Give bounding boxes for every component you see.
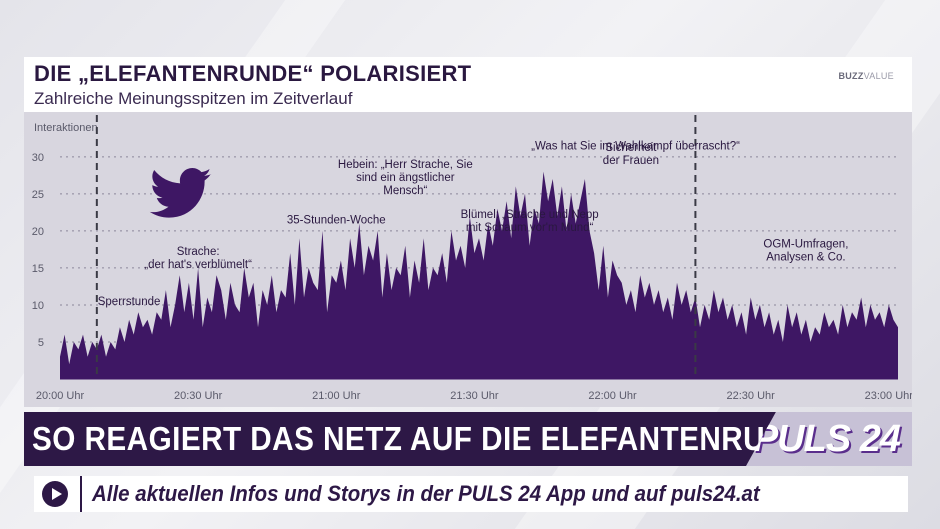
y-tick-label: 15 [32, 263, 44, 275]
x-tick-label: 23:00 Uhr [865, 390, 912, 402]
y-tick-label: 30 [32, 152, 44, 164]
chart-svg: Interaktionen 5 10 15 20 25 30 20:00 Uhr 20:30 U… [32, 115, 912, 402]
ticker-text: Alle aktuellen Infos und Storys in der P… [92, 481, 760, 506]
chart-annotation: Sperrstunde [98, 296, 161, 308]
chart-annotation: 35-Stunden-Woche [287, 214, 386, 226]
play-circle-icon[interactable] [42, 481, 68, 507]
x-tick-label: 20:30 Uhr [174, 390, 223, 402]
chart-annotation: Sicherheit der Frauen [603, 142, 659, 167]
x-tick-label: 22:00 Uhr [588, 390, 637, 402]
news-ticker: Alle aktuellen Infos und Storys in der P… [34, 476, 908, 512]
y-tick-label: 10 [32, 300, 44, 312]
x-tick-label: 20:00 Uhr [36, 390, 85, 402]
chart-annotation: OGM-Umfragen, Analysen & Co. [763, 239, 848, 264]
ticker-divider [80, 476, 82, 512]
banner-headline: SO REAGIERT DAS NETZ AUF DIE ELEFANTENRU… [32, 420, 830, 457]
headline-banner: SO REAGIERT DAS NETZ AUF DIE ELEFANTENRU… [24, 412, 912, 466]
title-box: DIE „ELEFANTENRUNDE“ POLARISIERT Zahlrei… [24, 57, 912, 112]
chart-annotation: Hebein: „Herr Strache, Sie sind ein ängst… [338, 159, 473, 197]
x-tick-label: 21:00 Uhr [312, 390, 361, 402]
twitter-bird-icon [149, 167, 212, 218]
chart-annotation: „Was hat Sie im Wahlkampf überrascht?“ [531, 140, 740, 152]
chart-annotation: Blümel: „Strache und Nepp mit Schaum vor'… [461, 209, 599, 234]
y-tick-label: 5 [38, 337, 44, 349]
y-tick-label: 25 [32, 189, 44, 201]
x-tick-label: 22:30 Uhr [727, 390, 776, 402]
chart-panel: Interaktionen 5 10 15 20 25 30 20:00 Uhr 20:30 U… [24, 57, 912, 407]
y-tick-label: 20 [32, 226, 44, 238]
chart-annotation: Strache: „der hat's verblümelt“ [144, 246, 252, 271]
y-axis-label: Interaktionen [34, 122, 98, 134]
chart-subtitle: Zahlreiche Meinungsspitzen im Zeitverlau… [34, 89, 353, 108]
buzzvalue-logo: BUZZVALUE [838, 71, 894, 81]
x-tick-label: 21:30 Uhr [450, 390, 499, 402]
chart-title: DIE „ELEFANTENRUNDE“ POLARISIERT [34, 61, 472, 86]
brand-bold: BUZZ [838, 71, 864, 81]
puls24-logo: PULS 24 [746, 412, 912, 466]
brand-light: VALUE [863, 71, 894, 81]
puls24-logo-text: PULS 24 [752, 418, 901, 460]
series-area [60, 171, 898, 379]
